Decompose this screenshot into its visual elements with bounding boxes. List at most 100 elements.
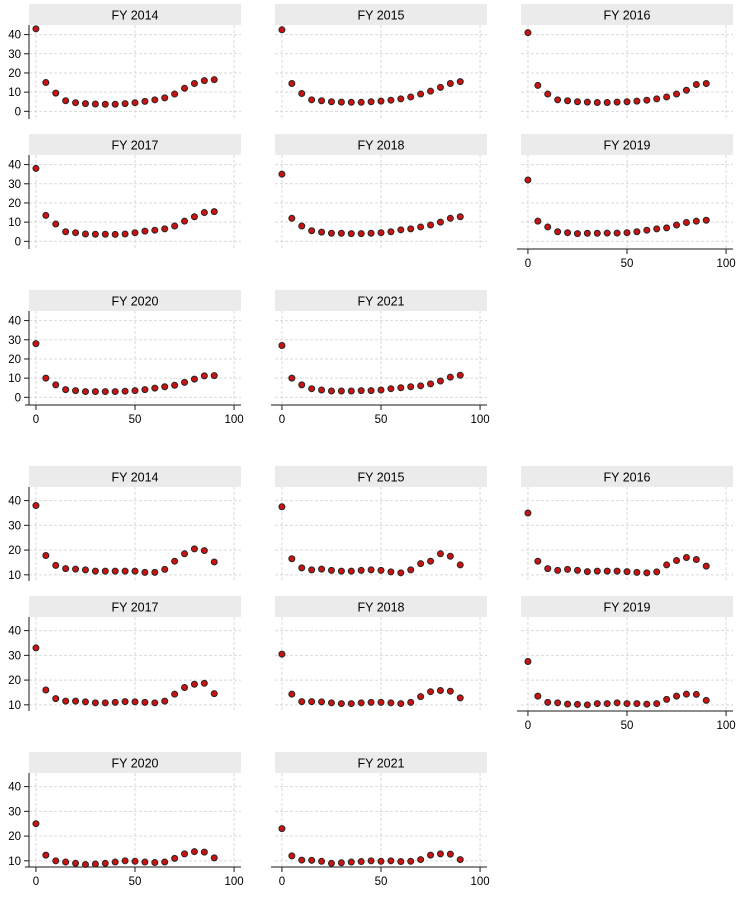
scatter-point [573, 98, 581, 106]
scatter-point [298, 564, 306, 572]
subplot-cell-fy-2019: FY 2019 0 50 100 [492, 592, 738, 737]
scatter-point [318, 386, 326, 394]
scatter-point [692, 80, 700, 88]
scatter-point [554, 96, 562, 104]
subplot-title-strip [29, 134, 241, 155]
scatter-point [387, 699, 395, 707]
scatter-point [337, 567, 345, 575]
scatter-point [367, 98, 375, 106]
scatter-point [583, 229, 591, 237]
x-tick-label: 50 [621, 720, 634, 732]
scatter-point [446, 80, 454, 88]
scatter-point [407, 383, 415, 391]
scatter-point [52, 561, 60, 569]
scatter-point [327, 699, 335, 707]
scatter-point [456, 694, 464, 702]
scatter-point [278, 825, 286, 833]
scatter-point [151, 568, 159, 576]
subplot-cell-fy-2021: FY 2021 0 50 100 [246, 748, 492, 893]
scatter-point [682, 86, 690, 94]
subplot-title: FY 2019 [603, 601, 650, 615]
scatter-point [692, 217, 700, 225]
scatter-point [524, 176, 532, 184]
y-tick-label: 10 [8, 217, 21, 229]
scatter-point [387, 96, 395, 104]
scatter-point [151, 226, 159, 234]
scatter-point [692, 555, 700, 563]
subplot-canvas-fy-2020: FY 2020 0 10 20 30 40 0 50 100 [8, 290, 244, 426]
scatter-point [623, 229, 631, 237]
scatter-point [181, 550, 189, 558]
scatter-point [633, 700, 641, 708]
y-tick-label: 30 [8, 179, 21, 191]
scatter-point [682, 219, 690, 227]
scatter-point [210, 372, 218, 380]
scatter-point [456, 78, 464, 86]
scatter-point [210, 558, 218, 566]
scatter-point [653, 568, 661, 576]
scatter-point [308, 385, 316, 393]
scatter-point [554, 228, 562, 236]
y-tick-label: 20 [8, 68, 21, 80]
scatter-point [417, 382, 425, 390]
scatter-point [407, 698, 415, 706]
scatter-point [62, 228, 70, 236]
scatter-point [682, 690, 690, 698]
scatter-point [692, 690, 700, 698]
scatter-point [367, 566, 375, 574]
subplot-title-strip [521, 466, 733, 487]
scatter-point [573, 230, 581, 238]
scatter-point [141, 386, 149, 394]
scatter-point [327, 229, 335, 237]
scatter-point [653, 225, 661, 233]
scatter-point [298, 381, 306, 389]
y-tick-label: 10 [8, 373, 21, 385]
subplot-title-strip [29, 596, 241, 617]
subplot-cell-fy-2019: FY 2019 0 50 100 [492, 130, 738, 275]
scatter-point [131, 387, 139, 395]
x-tick-label: 100 [716, 258, 735, 270]
x-tick-label: 0 [33, 876, 39, 888]
x-tick-label: 100 [470, 414, 489, 426]
scatter-point [62, 97, 70, 105]
subplot-canvas-fy-2016: FY 2016 [521, 466, 733, 581]
y-tick-label: 20 [8, 545, 21, 557]
scatter-point [417, 693, 425, 701]
y-tick-label: 40 [8, 30, 21, 42]
subplot-canvas-fy-2021: FY 2021 0 50 100 [271, 752, 490, 888]
scatter-point [583, 98, 591, 106]
scatter-point [456, 371, 464, 379]
y-tick-label: 20 [8, 198, 21, 210]
scatter-point [131, 99, 139, 107]
scatter-point [131, 698, 139, 706]
y-tick-label: 0 [15, 392, 21, 404]
subplot-canvas-fy-2015: FY 2015 [275, 466, 487, 581]
scatter-point [387, 857, 395, 865]
scatter-point [151, 96, 159, 104]
scatter-point [653, 700, 661, 708]
subplot-title-strip [29, 4, 241, 25]
scatter-point [337, 387, 345, 395]
scatter-point [161, 94, 169, 102]
scatter-point [288, 555, 296, 563]
subplot-canvas-fy-2017: FY 2017 0 10 20 30 40 [8, 134, 241, 249]
x-tick-label: 50 [375, 876, 388, 888]
scatter-point [171, 557, 179, 565]
y-tick-label: 30 [8, 650, 21, 662]
scatter-point [42, 79, 50, 87]
scatter-point [288, 80, 296, 88]
scatter-point [327, 859, 335, 867]
subplot-cell-fy-2015: FY 2015 [246, 0, 492, 119]
y-tick-label: 20 [8, 831, 21, 843]
scatter-point [181, 84, 189, 92]
scatter-point [42, 374, 50, 382]
scatter-point [427, 688, 435, 696]
scatter-point [554, 699, 562, 707]
scatter-point [278, 503, 286, 511]
scatter-point [42, 211, 50, 219]
scatter-point [141, 858, 149, 866]
scatter-point [436, 686, 444, 694]
scatter-point [673, 90, 681, 98]
scatter-point [633, 228, 641, 236]
scatter-point [131, 567, 139, 575]
